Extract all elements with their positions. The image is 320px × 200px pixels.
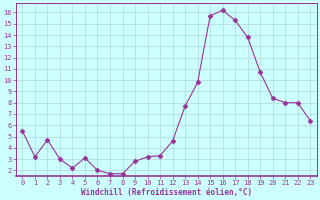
X-axis label: Windchill (Refroidissement éolien,°C): Windchill (Refroidissement éolien,°C) [81, 188, 252, 197]
